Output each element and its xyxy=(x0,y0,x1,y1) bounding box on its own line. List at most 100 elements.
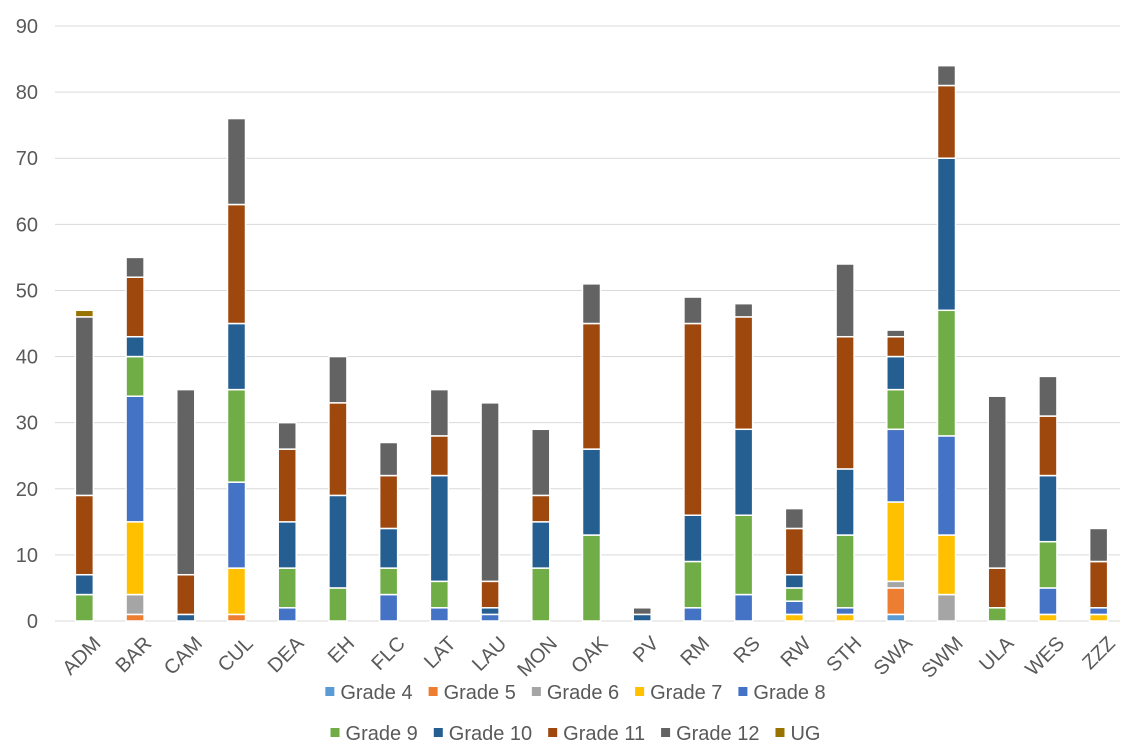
bar-segment xyxy=(733,428,754,516)
x-tick-label: PV xyxy=(629,632,664,667)
legend-label: UG xyxy=(790,723,820,745)
bar-segment xyxy=(886,587,906,616)
bar-segment xyxy=(125,613,145,622)
bar-segment xyxy=(226,567,247,616)
bar-segment xyxy=(936,309,957,437)
bar-segment xyxy=(125,395,145,523)
x-tick-label: ZZZ xyxy=(1078,633,1119,674)
bar-segment xyxy=(784,600,805,616)
bar-segment xyxy=(226,117,247,206)
bar-segment xyxy=(936,593,957,622)
bar-segment xyxy=(733,514,754,596)
bar-segment xyxy=(74,593,95,622)
legend-label: Grade 10 xyxy=(449,723,532,745)
x-tick-label: RS xyxy=(730,633,765,668)
bar-segment xyxy=(1038,415,1058,477)
y-tick-label: 20 xyxy=(16,479,38,501)
bar-segment xyxy=(683,322,703,516)
y-tick-label: 80 xyxy=(16,82,38,104)
x-tick-label: SWM xyxy=(918,633,968,683)
bar-segment xyxy=(886,335,906,358)
x-tick-label: ULA xyxy=(975,632,1019,676)
bar-segment xyxy=(429,435,450,477)
bar-segment xyxy=(226,322,247,391)
bar-segment xyxy=(987,607,1007,622)
bar-segment xyxy=(1038,474,1058,543)
x-tick-label: FLC xyxy=(368,633,410,675)
bar-segment xyxy=(835,613,855,622)
bar-segment xyxy=(125,521,145,596)
legend-label: Grade 5 xyxy=(444,682,516,704)
bar-segment xyxy=(480,613,500,622)
bar-segment xyxy=(1088,607,1109,616)
bar-segment xyxy=(176,613,196,622)
bar-segment xyxy=(480,580,500,609)
bar-segment xyxy=(480,402,500,583)
bar-segment xyxy=(531,428,551,497)
x-tick-label: RM xyxy=(677,633,715,671)
bar-segment xyxy=(835,335,855,470)
bars xyxy=(74,64,1109,622)
bar-segment xyxy=(328,587,348,622)
bar-segment xyxy=(226,613,247,622)
bar-segment xyxy=(835,534,855,609)
bar-segment xyxy=(277,521,297,569)
bar-segment xyxy=(581,322,602,450)
bar-segment xyxy=(277,448,297,523)
legend-label: Grade 12 xyxy=(676,723,759,745)
bar-segment xyxy=(886,580,906,589)
bar-segment xyxy=(1038,540,1058,589)
bar-segment xyxy=(125,276,145,338)
bar-segment xyxy=(1088,527,1109,563)
legend-swatch xyxy=(330,728,340,737)
x-tick-label: SWA xyxy=(870,632,918,680)
bar-segment xyxy=(886,501,906,583)
y-tick-label: 40 xyxy=(16,347,38,369)
bar-segment xyxy=(125,335,145,358)
bar-segment xyxy=(226,481,247,569)
bar-segment xyxy=(581,534,602,622)
legend-label: Grade 8 xyxy=(753,682,825,704)
bar-segment xyxy=(226,388,247,483)
legend-label: Grade 4 xyxy=(340,682,412,704)
bar-segment xyxy=(74,316,95,497)
y-tick-label: 60 xyxy=(16,214,38,236)
bar-segment xyxy=(683,296,703,325)
bar-segment xyxy=(531,521,551,569)
bar-segment xyxy=(784,613,805,622)
bar-segment xyxy=(733,316,754,431)
bar-segment xyxy=(835,607,855,616)
bar-segment xyxy=(886,329,906,338)
bar-segment xyxy=(886,428,906,503)
x-tick-label: BAR xyxy=(112,633,157,678)
bar-segment xyxy=(835,468,855,536)
bar-segment xyxy=(987,395,1007,569)
legend-swatch xyxy=(738,687,748,696)
x-tick-label: EH xyxy=(324,633,359,668)
y-tick-label: 30 xyxy=(16,413,38,435)
bar-segment xyxy=(581,448,602,536)
bar-segment xyxy=(378,527,399,569)
bar-segment xyxy=(176,573,196,616)
bar-segment xyxy=(936,84,957,159)
bar-segment xyxy=(936,157,957,312)
legend-swatch xyxy=(635,687,645,696)
x-tick-label: CAM xyxy=(160,633,207,680)
bar-segment xyxy=(378,474,399,530)
bar-segment xyxy=(226,203,247,325)
bar-segment xyxy=(378,593,399,622)
legend-swatch xyxy=(428,687,438,696)
bar-segment xyxy=(429,607,450,622)
bar-segment xyxy=(784,527,805,576)
x-axis: ADM BAR CAM CUL DEA EH FLC LAT LAU MON OAK PV RM RS RW… xyxy=(59,632,1120,683)
legend-label: Grade 6 xyxy=(547,682,619,704)
bar-segment xyxy=(581,283,602,325)
bar-segment xyxy=(835,263,855,338)
x-tick-label: CUL xyxy=(214,633,258,677)
bar-segment xyxy=(125,256,145,278)
bar-segment xyxy=(74,309,95,318)
x-tick-label: STH xyxy=(822,633,866,677)
bar-segment xyxy=(683,560,703,609)
legend-swatch xyxy=(548,728,558,737)
